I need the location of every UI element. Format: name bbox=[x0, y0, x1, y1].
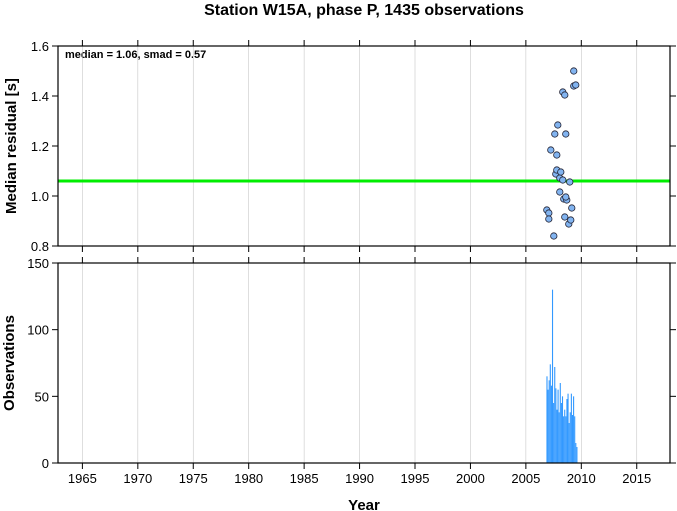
x-tick-label: 1980 bbox=[234, 471, 263, 486]
bar bbox=[548, 380, 550, 463]
bar bbox=[554, 367, 556, 463]
data-point bbox=[553, 151, 561, 159]
y-tick-label: 100 bbox=[27, 323, 49, 338]
x-tick-label: 1970 bbox=[123, 471, 152, 486]
bar bbox=[551, 289, 554, 463]
x-axis-label: Year bbox=[348, 497, 380, 511]
x-tick-label: 2005 bbox=[511, 471, 540, 486]
bar bbox=[569, 412, 571, 463]
chart-title: Station W15A, phase P, 1435 observations bbox=[204, 2, 524, 19]
bar bbox=[555, 388, 557, 463]
bar bbox=[560, 403, 562, 463]
bar bbox=[567, 393, 569, 463]
data-point bbox=[557, 168, 565, 176]
bar bbox=[561, 396, 564, 463]
x-tick-label: 2000 bbox=[456, 471, 485, 486]
data-point bbox=[566, 178, 574, 186]
data-point bbox=[562, 130, 570, 138]
annotation: median = 1.06, smad = 0.57 bbox=[65, 49, 206, 61]
data-point bbox=[572, 81, 580, 89]
bar bbox=[557, 389, 559, 463]
data-point bbox=[551, 130, 559, 138]
x-tick-label: 2015 bbox=[622, 471, 651, 486]
y-tick-label: 0 bbox=[42, 456, 49, 471]
bar bbox=[573, 396, 575, 463]
data-point bbox=[567, 216, 575, 224]
bar bbox=[553, 403, 555, 463]
data-point bbox=[545, 215, 553, 223]
bar bbox=[547, 389, 549, 463]
x-tick-label: 1995 bbox=[401, 471, 430, 486]
y-tick-label: 1.6 bbox=[31, 39, 49, 54]
data-point bbox=[556, 188, 564, 196]
bar bbox=[559, 383, 561, 463]
bar bbox=[574, 416, 576, 463]
bar bbox=[571, 415, 574, 463]
data-point bbox=[554, 121, 562, 129]
x-tick-label: 1990 bbox=[345, 471, 374, 486]
bar bbox=[576, 447, 578, 463]
y-tick-label: 1.0 bbox=[31, 189, 49, 204]
bar bbox=[565, 416, 567, 463]
y-tick-label: 1.4 bbox=[31, 89, 49, 104]
bar bbox=[570, 393, 572, 463]
y-tick-label: 50 bbox=[35, 389, 49, 404]
data-point bbox=[561, 213, 569, 221]
x-tick-label: 2010 bbox=[567, 471, 596, 486]
data-point bbox=[570, 67, 578, 75]
data-point bbox=[550, 232, 558, 240]
data-point bbox=[561, 91, 569, 99]
y-tick-label: 0.8 bbox=[31, 239, 49, 254]
x-tick-label: 1975 bbox=[179, 471, 208, 486]
plot-frame bbox=[57, 45, 671, 247]
bar bbox=[563, 416, 565, 463]
data-point bbox=[547, 146, 555, 154]
bar bbox=[558, 412, 560, 463]
data-point bbox=[545, 209, 553, 217]
bar bbox=[568, 423, 570, 463]
y-axis-label: Observations bbox=[1, 315, 18, 411]
x-tick-label: 1965 bbox=[68, 471, 97, 486]
bar bbox=[549, 364, 551, 463]
data-point bbox=[562, 193, 570, 201]
bar bbox=[556, 409, 558, 463]
x-tick-label: 1985 bbox=[290, 471, 319, 486]
y-tick-label: 150 bbox=[27, 256, 49, 271]
bar bbox=[564, 409, 566, 463]
bar bbox=[546, 376, 548, 463]
bar bbox=[566, 399, 568, 463]
y-axis-label: Median residual [s] bbox=[3, 78, 20, 214]
bar bbox=[550, 385, 552, 463]
y-tick-label: 1.2 bbox=[31, 139, 49, 154]
bar bbox=[575, 443, 577, 463]
data-point bbox=[568, 204, 576, 212]
plot-frame bbox=[57, 262, 671, 464]
data-point bbox=[559, 176, 567, 184]
